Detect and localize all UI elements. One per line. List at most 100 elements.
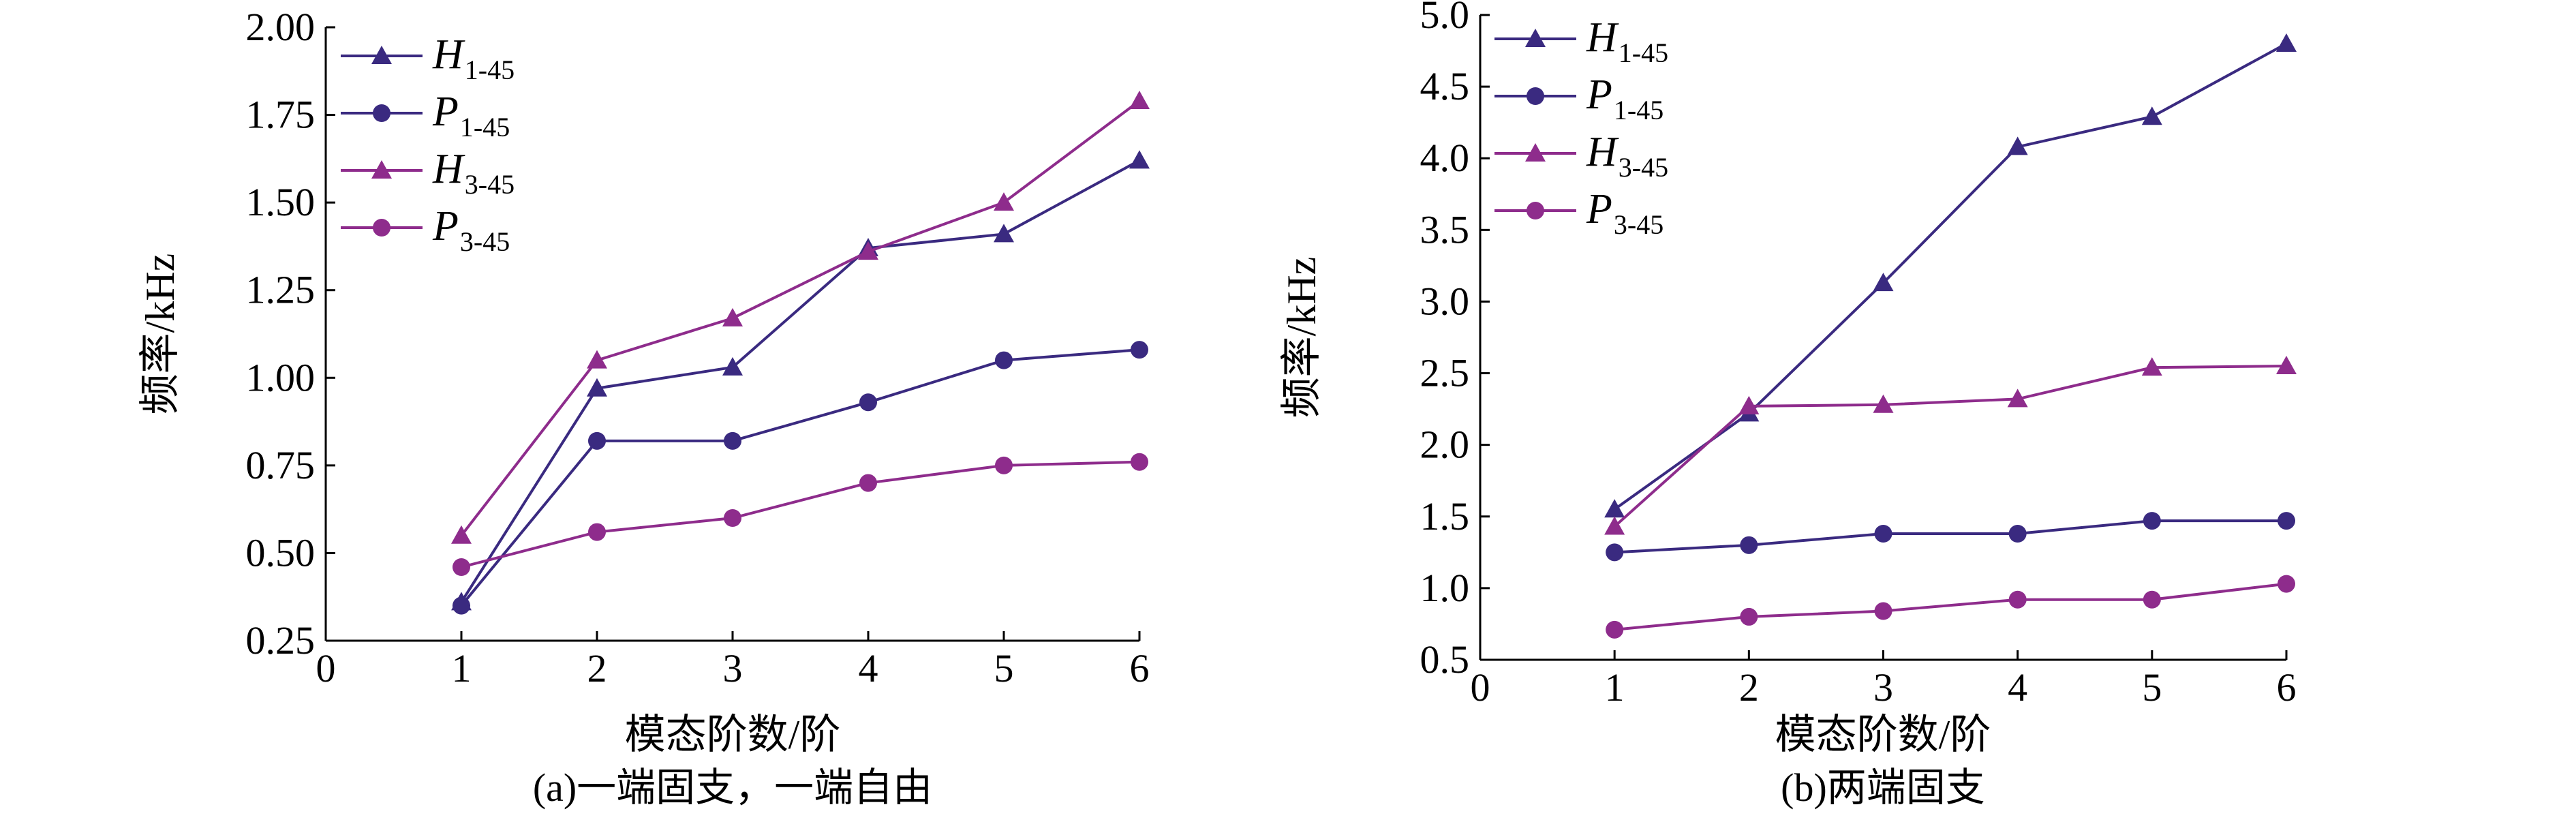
x-tick-label: 3: [723, 646, 743, 690]
legend-entry: H3-45: [341, 146, 515, 200]
series-line: [1614, 519, 2286, 554]
data-point: [858, 241, 878, 260]
series-line: [461, 460, 1140, 568]
legend-entry: P1-45: [1494, 72, 1663, 125]
series-line: [460, 159, 1140, 603]
chart-caption: (b)两端固支: [1781, 765, 1985, 810]
data-point: [2008, 525, 2027, 543]
data-point: [2141, 106, 2162, 125]
data-point: [2008, 590, 2027, 609]
legend-label: P3-45: [1586, 186, 1663, 240]
legend-entry: H1-45: [341, 31, 515, 85]
legend-symbol: H: [1586, 129, 1619, 175]
legend-label: P1-45: [432, 89, 510, 142]
legend-entry: H1-45: [1494, 14, 1668, 68]
data-point: [2007, 389, 2028, 408]
legend-symbol: H: [1586, 14, 1619, 61]
x-tick-label: 5: [2142, 665, 2162, 710]
legend-marker: [373, 104, 390, 122]
data-point: [722, 307, 743, 326]
x-axis-label: 模态阶数/阶: [625, 712, 841, 757]
legend-symbol: P: [1586, 186, 1612, 232]
y-tick-label: 2.5: [1420, 351, 1470, 395]
series-h-3-45: [1604, 356, 2297, 535]
data-point: [724, 509, 741, 527]
data-point: [2276, 33, 2297, 52]
y-tick-label: 0.50: [246, 530, 316, 575]
legend-label: P3-45: [432, 203, 510, 257]
data-point: [1131, 341, 1148, 359]
series-p-3-45: [1606, 575, 2295, 639]
data-point: [453, 558, 470, 576]
y-tick-label: 5.0: [1420, 0, 1470, 37]
series-p-1-45: [453, 341, 1148, 615]
series-p-1-45: [1606, 512, 2295, 562]
y-axis-label: 频率/kHz: [138, 254, 183, 415]
data-point: [1606, 543, 1624, 562]
data-point: [2143, 590, 2161, 609]
legend-subscript: 3-45: [465, 169, 515, 200]
legend-marker: [1525, 29, 1546, 47]
y-tick-label: 1.00: [246, 355, 316, 399]
series-h-3-45: [451, 91, 1150, 544]
legend-symbol: P: [432, 89, 459, 135]
y-tick-label: 1.5: [1420, 494, 1470, 538]
data-point: [1740, 536, 1758, 554]
data-point: [1606, 620, 1624, 639]
data-point: [1874, 602, 1892, 620]
legend-symbol: P: [432, 203, 459, 249]
legend-symbol: P: [1586, 72, 1612, 118]
legend-subscript: 1-45: [1619, 37, 1668, 68]
x-tick-label: 4: [859, 646, 878, 690]
series-line: [460, 100, 1141, 536]
y-tick-label: 3.0: [1420, 279, 1470, 323]
legend-subscript: 1-45: [460, 112, 510, 142]
y-tick-label: 2.00: [246, 5, 316, 49]
series-p-3-45: [453, 453, 1148, 576]
legend-label: H1-45: [432, 31, 515, 85]
data-point: [1874, 525, 1892, 543]
y-tick-label: 1.50: [246, 180, 316, 224]
legend-entry: P3-45: [341, 203, 510, 257]
x-tick-label: 5: [994, 646, 1014, 690]
data-point: [995, 351, 1013, 369]
legend-subscript: 3-45: [1614, 209, 1663, 240]
legend-subscript: 3-45: [460, 226, 510, 257]
data-point: [451, 525, 472, 544]
data-point: [2143, 512, 2161, 530]
data-point: [1873, 273, 1894, 292]
x-tick-label: 1: [1605, 665, 1625, 710]
legend-symbol: H: [432, 146, 465, 192]
series-h-1-45: [1604, 33, 2297, 518]
data-point: [722, 356, 743, 376]
y-tick-label: 1.25: [246, 268, 316, 312]
legend-subscript: 1-45: [1614, 95, 1663, 125]
legend-symbol: H: [432, 31, 465, 78]
data-point: [2141, 357, 2162, 376]
y-tick-label: 0.25: [246, 618, 316, 663]
legend-marker: [1527, 87, 1544, 105]
chart-b: 0 1 2 3 4 5 6 0.5 1.0 1.5 2.0 2.5 3.0 3.5 4.0 4.5 5.0 模态阶…: [1279, 0, 2297, 810]
data-point: [994, 192, 1014, 211]
x-axis-label: 模态阶数/阶: [1775, 712, 1991, 757]
data-point: [1740, 607, 1758, 626]
y-tick-label: 3.5: [1420, 207, 1470, 252]
data-point: [2276, 356, 2297, 375]
y-tick-label: 0.75: [246, 443, 316, 487]
chart-caption: (a)一端固支，一端自由: [533, 765, 932, 810]
data-point: [588, 431, 606, 450]
y-tick-label: 2.0: [1420, 423, 1470, 467]
data-point: [724, 431, 741, 450]
data-point: [2278, 575, 2295, 593]
legend-subscript: 3-45: [1619, 152, 1668, 183]
x-tick-label: 1: [452, 646, 472, 690]
data-point: [859, 474, 877, 492]
series-line: [1614, 582, 2287, 631]
legend-subscript: 1-45: [465, 55, 515, 85]
legend-label: H3-45: [432, 146, 515, 200]
y-tick-label: 0.5: [1420, 637, 1470, 682]
y-tick-label: 1.0: [1420, 566, 1470, 610]
data-point: [453, 596, 470, 615]
data-point: [587, 378, 607, 397]
x-tick-label: 0: [316, 646, 336, 690]
